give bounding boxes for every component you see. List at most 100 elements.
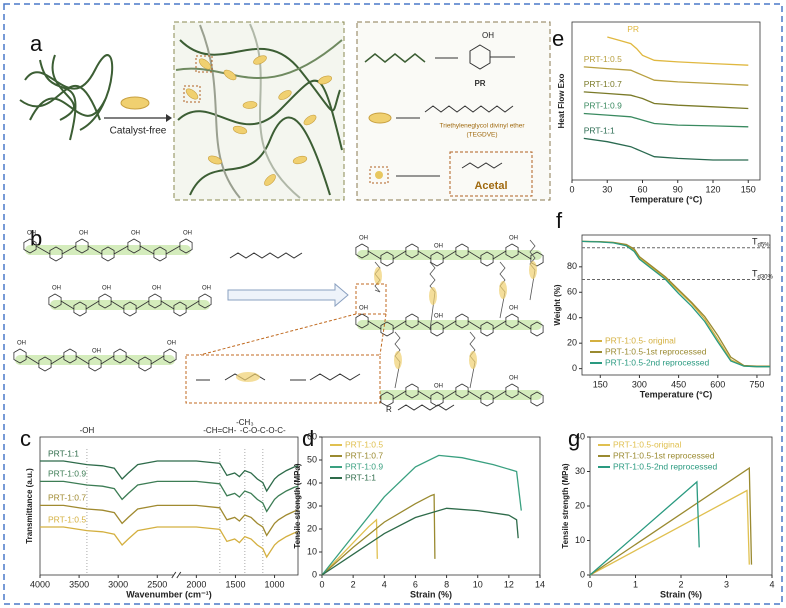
benzene (98, 293, 112, 309)
tegdve-structure (424, 105, 514, 113)
bond (150, 355, 165, 365)
x-tick-label: 2 (678, 579, 683, 589)
bond (125, 355, 140, 365)
tegdve-blob (529, 261, 537, 279)
annotation: -CH=CH- (203, 426, 236, 435)
benzene (480, 391, 494, 407)
bond (87, 245, 103, 255)
bond (392, 320, 407, 330)
benzene (48, 293, 62, 309)
series-line (583, 112, 749, 128)
series-line (583, 91, 749, 110)
benzene (153, 246, 167, 262)
y-tick-label: 80 (567, 261, 577, 271)
tegdve-bead (242, 101, 258, 109)
series-line (321, 493, 436, 576)
oh-label: OH (52, 286, 61, 292)
series-label: PRT-1:0.5 (584, 54, 622, 64)
x-tick-label: 150 (593, 379, 608, 389)
y-tick-label: 0 (572, 363, 577, 373)
y-tick-label: 60 (567, 287, 577, 297)
tegdve-bead (292, 155, 308, 165)
oh-label: OH (434, 244, 443, 250)
highlight-box (195, 55, 213, 73)
benzene (13, 348, 27, 364)
benzene (455, 313, 469, 329)
bond (100, 355, 115, 365)
legend-label: PRT-1:0.9 (345, 461, 383, 471)
tegdve-bead (278, 90, 292, 100)
x-tick-label: 2500 (147, 579, 167, 589)
panel-label: b (30, 226, 42, 251)
network (175, 23, 343, 199)
benzene (73, 301, 87, 317)
bond (392, 250, 407, 260)
series-label: PRT-1:0.5 (48, 514, 86, 524)
series-line (321, 518, 378, 576)
series-line (40, 460, 299, 493)
benzene (123, 301, 137, 317)
legend-label: PRT-1:0.5-1st reprocessed (613, 450, 715, 460)
x-axis-label: Temperature (°C) (630, 194, 702, 204)
benzene (530, 391, 544, 407)
annotation: -C-O-C-O-C- (240, 426, 286, 435)
x-tick-label: 12 (504, 579, 514, 589)
r-structure (397, 404, 455, 411)
bond (85, 300, 100, 310)
plot-frame (581, 234, 771, 376)
legend-label: PRT-1:1 (345, 472, 376, 482)
acetal-structure (461, 162, 503, 169)
series-line (321, 454, 522, 576)
benzene (380, 321, 394, 337)
x-tick-label: 3000 (108, 579, 128, 589)
panel-label: a (30, 31, 43, 56)
y-tick-label: 0 (580, 569, 585, 579)
tegdve-blob (499, 281, 507, 299)
benzene (480, 251, 494, 267)
x-tick-label: 0 (569, 184, 574, 194)
benzene (530, 251, 544, 267)
benzene (405, 383, 419, 399)
benzene (405, 313, 419, 329)
tegdve-blob (236, 372, 260, 382)
x-tick-label: 3 (724, 579, 729, 589)
oh-label: OH (202, 286, 211, 292)
oh-label: OH (509, 236, 518, 242)
y-tick-label: 40 (307, 477, 317, 487)
benzene (173, 301, 187, 317)
bond (35, 245, 51, 255)
bond (185, 300, 200, 310)
x-tick-label: 1500 (225, 579, 245, 589)
tegdve-blob (374, 267, 382, 285)
plot-frame (571, 21, 761, 181)
acetal-label: Acetal (474, 180, 507, 192)
series-line (321, 507, 519, 576)
series-line (40, 504, 299, 537)
bond (417, 320, 432, 330)
tegdve-blob (429, 287, 437, 305)
legend-box (356, 21, 551, 201)
series-label: PRT-1:0.9 (584, 101, 622, 111)
y-axis-label: Tensile strength (MPa) (561, 463, 570, 549)
x-tick-label: 6 (413, 579, 418, 589)
oh-label: OH (17, 341, 26, 347)
tegdve-abbr: (TEGDVE) (466, 132, 497, 139)
reference-label-sub: d30% (758, 274, 774, 280)
pr-label: PR (474, 79, 485, 88)
series-line (581, 240, 770, 367)
series-label: PR (627, 24, 639, 34)
benzene (148, 293, 162, 309)
bond (135, 300, 150, 310)
chain (364, 53, 426, 63)
y-tick-label: 10 (575, 535, 585, 545)
y-tick-label: 30 (307, 500, 317, 510)
panel-label: d (302, 426, 314, 451)
x-axis-label: Temperature (°C) (640, 389, 712, 399)
benzene (49, 246, 63, 262)
tegdve-bead (208, 155, 222, 165)
bond (442, 250, 457, 260)
bond (139, 245, 155, 255)
benzene (380, 391, 394, 407)
